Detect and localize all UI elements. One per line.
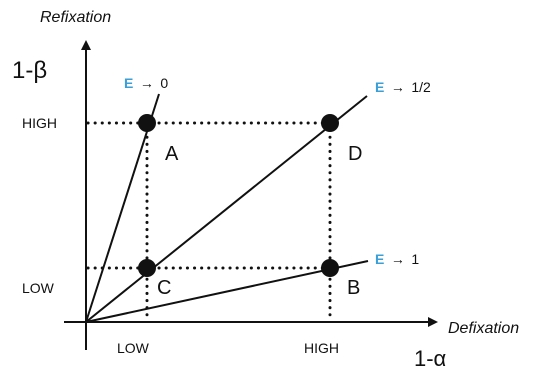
epsilon-symbol: E xyxy=(375,79,384,95)
ray-arrow: → xyxy=(391,251,405,267)
ray-arrow: → xyxy=(391,79,405,95)
ray-label-0: E → 0 xyxy=(124,75,168,92)
point-d-marker xyxy=(321,114,339,132)
epsilon-symbol: E xyxy=(124,75,133,91)
ray-epsilon-half xyxy=(85,95,368,323)
x-tick-low: LOW xyxy=(117,340,150,356)
ray-label-half: E → 1/2 xyxy=(375,79,431,96)
point-d-label: D xyxy=(348,143,362,165)
y-axis-symbol: 1-β xyxy=(12,57,47,84)
x-tick-high: HIGH xyxy=(304,340,339,356)
point-c-marker xyxy=(138,259,156,277)
ray-epsilon-1 xyxy=(85,260,369,323)
y-axis-title: Refixation xyxy=(40,9,111,26)
point-a-label: A xyxy=(165,143,179,165)
point-b-marker xyxy=(321,259,339,277)
point-c-label: C xyxy=(157,277,171,299)
ray-value: 0 xyxy=(160,75,168,91)
point-a-marker xyxy=(138,114,156,132)
ray-epsilon-0 xyxy=(85,93,160,323)
x-axis-symbol: 1-α xyxy=(414,346,447,371)
ray-arrow: → xyxy=(140,75,154,91)
x-axis-title: Defixation xyxy=(448,320,519,337)
y-tick-high: HIGH xyxy=(22,115,57,131)
epsilon-symbol: E xyxy=(375,251,384,267)
y-tick-low: LOW xyxy=(22,280,55,296)
ray-value: 1/2 xyxy=(411,79,431,95)
ray-value: 1 xyxy=(411,251,419,267)
guide-lines xyxy=(86,121,332,322)
point-b-label: B xyxy=(347,277,360,299)
ray-label-1: E → 1 xyxy=(375,251,419,268)
